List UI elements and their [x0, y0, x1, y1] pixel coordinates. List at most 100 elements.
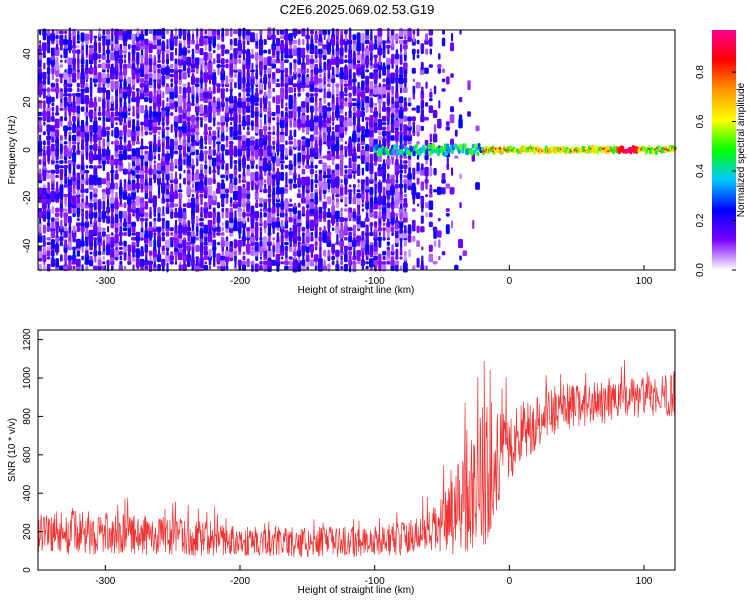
spectrogram-cell	[339, 97, 345, 102]
spectrogram-cell	[161, 258, 166, 267]
spectrogram-cell	[386, 57, 391, 65]
spectrogram-cell	[68, 222, 72, 227]
x-tick-label: -300	[95, 276, 115, 287]
spectrogram-cell	[356, 235, 362, 243]
spectrogram-cell	[225, 196, 229, 204]
spectrogram-cell	[195, 225, 199, 233]
spectrogram-cell	[203, 35, 209, 39]
spectrogram-cell	[399, 256, 403, 260]
spectrogram-cell	[144, 200, 149, 210]
spectrogram-cell	[280, 219, 284, 230]
spectrogram-cell	[335, 222, 339, 227]
spectrogram-cell	[216, 265, 221, 270]
spectrogram-cell	[259, 208, 262, 212]
spectrogram-cell	[318, 139, 323, 147]
spectrogram-cell	[67, 265, 73, 270]
spectrogram-cell	[305, 97, 311, 103]
spectrogram-cell	[288, 149, 293, 156]
spectrogram-cell	[190, 201, 196, 209]
figure-title: C2E6.2025.069.02.53.G19	[280, 2, 435, 17]
spectrogram-cell	[275, 37, 281, 47]
spectrogram-cell	[225, 236, 229, 242]
spectrogram-cell	[433, 85, 437, 95]
spectrogram-cell	[140, 62, 144, 70]
spectrogram-cell	[170, 33, 174, 42]
spectrogram-cell	[331, 85, 335, 95]
spectrogram-cell	[315, 170, 318, 174]
spectrogram-cell	[241, 120, 247, 127]
spectrogram-cell	[195, 43, 200, 50]
spectrogram-cell	[331, 53, 336, 59]
spectrogram-cell	[301, 76, 306, 85]
spectrogram-cell	[425, 194, 428, 198]
spectrogram-cell	[200, 163, 203, 170]
spectrogram-cell	[208, 265, 212, 270]
spectrogram-cell	[377, 236, 382, 242]
spectrogram-cell	[182, 87, 187, 93]
spectrogram-cell	[177, 126, 183, 131]
spectrogram-cell	[416, 177, 420, 185]
spectrogram-cell	[314, 92, 319, 97]
spectrogram-cell	[76, 69, 81, 73]
spectrogram-cell	[178, 222, 182, 227]
spectrogram-cell	[322, 44, 328, 50]
spectrogram-signal-cell	[461, 148, 465, 154]
spectrogram-cell	[221, 210, 224, 219]
spectrogram-cell	[309, 30, 314, 35]
spectrogram-cell	[382, 126, 387, 131]
spectrogram-cell	[149, 105, 152, 113]
spectrogram-cell	[63, 264, 69, 272]
spectrogram-signal-cell	[401, 143, 405, 150]
spectrogram-cell	[336, 96, 339, 103]
spectrogram-cell	[157, 68, 161, 74]
spectrogram-cell	[186, 241, 192, 246]
spectrogram-cell	[220, 259, 225, 267]
spectrogram-cell	[296, 47, 302, 56]
spectrogram-cell	[191, 39, 195, 45]
spectrogram-cell	[267, 67, 272, 75]
spectrogram-cell	[178, 144, 183, 151]
spectrogram-cell	[271, 43, 277, 51]
spectrogram-cell	[203, 78, 208, 83]
spectrogram-cell	[101, 73, 106, 79]
spectrogram-cell	[186, 116, 191, 122]
spectrogram-cell	[322, 174, 327, 179]
spectrogram-cell	[208, 86, 212, 94]
spectrogram-cell	[310, 231, 314, 237]
spectrogram-cell	[245, 243, 251, 253]
spectrogram-cell	[123, 240, 127, 247]
spectrogram-cell	[195, 256, 200, 260]
spectrogram-cell	[161, 245, 165, 252]
spectrogram-cell	[115, 122, 118, 126]
spectrogram-cell	[347, 58, 353, 64]
spectrogram-cell	[254, 191, 259, 200]
spectrogram-cell	[306, 50, 309, 54]
spectrogram-cell	[182, 91, 187, 99]
spectrogram-cell	[241, 88, 247, 92]
spectrogram-cell	[280, 261, 284, 265]
spectrogram-cell	[279, 250, 285, 256]
spectrogram-cell	[432, 109, 438, 119]
spectrogram-cell	[153, 234, 156, 243]
spectrogram-cell	[246, 93, 251, 97]
spectrogram-cell	[119, 136, 123, 140]
spectrogram-cell	[93, 211, 98, 219]
spectrogram-cell	[67, 93, 72, 97]
spectrogram-cell	[344, 59, 348, 63]
spectrogram-cell	[344, 54, 347, 59]
spectrogram-cell	[233, 147, 238, 158]
spectrogram-cell	[156, 226, 162, 232]
spectrogram-cell	[212, 58, 216, 65]
spectrogram-cell	[365, 45, 369, 49]
spectrogram-cell	[445, 121, 450, 127]
spectrogram-cell	[429, 187, 433, 195]
spectrogram-cell	[310, 69, 314, 73]
spectrogram-cell	[64, 160, 68, 164]
spectrogram-cell	[85, 105, 88, 113]
spectrogram-cell	[386, 249, 391, 257]
spectrogram-cell	[267, 172, 272, 181]
spectrogram-cell	[42, 71, 47, 80]
spectrogram-cell	[110, 114, 115, 123]
spectrogram-cell	[330, 143, 336, 152]
spectrogram-cell	[366, 123, 369, 133]
